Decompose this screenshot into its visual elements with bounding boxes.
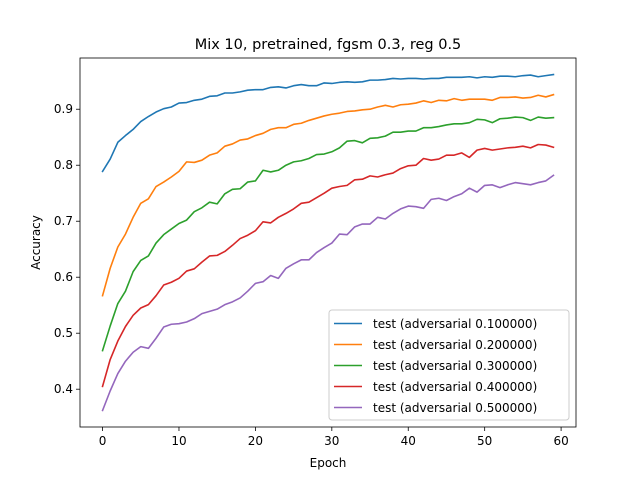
y-axis-ticks: 0.4 0.5 0.6 0.7 0.8 0.9: [54, 102, 80, 396]
x-tick-label: 30: [324, 434, 339, 448]
y-tick-label: 0.4: [54, 382, 73, 396]
x-tick-label: 0: [99, 434, 107, 448]
series-line-4: [101, 143, 555, 388]
plot-lines: [101, 73, 555, 412]
y-tick-label: 0.7: [54, 214, 73, 228]
y-tick-label: 0.8: [54, 158, 73, 172]
y-tick-label: 0.6: [54, 270, 73, 284]
legend-label-3: test (adversarial 0.300000): [373, 359, 537, 373]
legend: test (adversarial 0.100000) test (adversa…: [328, 309, 570, 421]
series-line-2: [101, 93, 555, 297]
legend-label-1: test (adversarial 0.100000): [373, 317, 537, 331]
series-line-1: [101, 73, 555, 173]
legend-label-2: test (adversarial 0.200000): [373, 338, 537, 352]
legend-box: [328, 309, 570, 421]
legend-label-5: test (adversarial 0.500000): [373, 401, 537, 415]
y-axis-label: Accuracy: [29, 215, 43, 270]
y-tick-label: 0.9: [54, 102, 73, 116]
legend-label-4: test (adversarial 0.400000): [373, 380, 537, 394]
x-tick-label: 60: [553, 434, 568, 448]
series-line-3: [101, 116, 555, 352]
series-line-5: [101, 174, 555, 412]
x-tick-label: 40: [401, 434, 416, 448]
x-tick-label: 20: [248, 434, 263, 448]
x-axis-ticks: 0 10 20 30 40 50 60: [99, 427, 569, 448]
x-tick-label: 50: [477, 434, 492, 448]
legend-items: test (adversarial 0.100000) test (adversa…: [334, 317, 537, 415]
x-tick-label: 10: [171, 434, 186, 448]
axes-frame: [79, 57, 577, 428]
chart-title: Mix 10, pretrained, fgsm 0.3, reg 0.5: [195, 37, 462, 53]
x-axis-label: Epoch: [310, 456, 347, 470]
y-tick-label: 0.5: [54, 326, 73, 340]
